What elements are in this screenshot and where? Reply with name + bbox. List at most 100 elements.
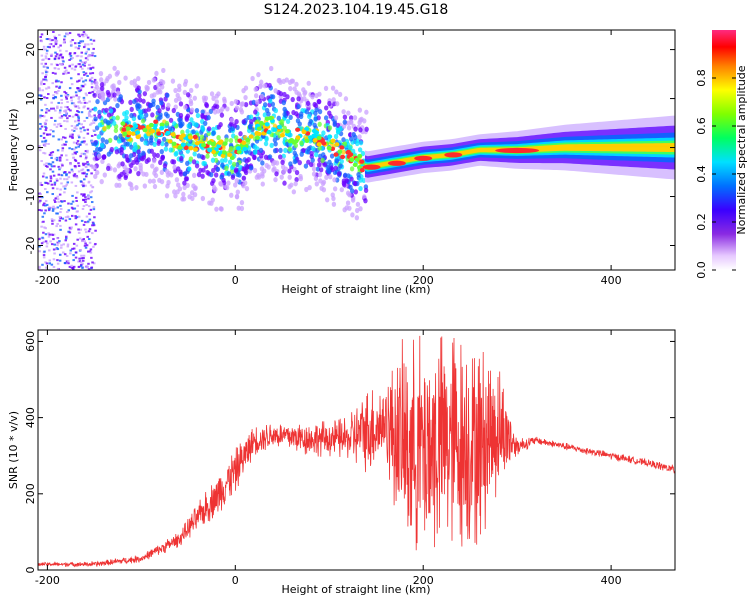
spectrogram-cell bbox=[81, 259, 85, 262]
spectrogram-cell bbox=[41, 196, 44, 199]
spectrogram-cell bbox=[63, 187, 67, 190]
spectrogram-cell bbox=[90, 80, 94, 83]
spectrogram-cell bbox=[183, 104, 188, 110]
spectrogram-cell bbox=[43, 140, 47, 143]
spectrogram-cell bbox=[153, 167, 158, 173]
spectrogram-cell bbox=[39, 98, 43, 101]
spectrogram-cell bbox=[78, 260, 82, 263]
spectrogram-cell bbox=[42, 82, 46, 85]
spectrogram-cell bbox=[52, 233, 56, 236]
spectrogram-cell bbox=[320, 157, 325, 164]
spectrogram-cell bbox=[120, 121, 126, 126]
spectrogram-cell bbox=[45, 87, 48, 90]
snr-ytick-label: 400 bbox=[24, 407, 37, 428]
spectrogram-cell bbox=[49, 177, 53, 180]
spectrogram-cell bbox=[292, 166, 297, 172]
spectrogram-cell bbox=[296, 103, 301, 110]
spectrogram-cell bbox=[38, 145, 41, 148]
spectrogram-cell bbox=[230, 126, 235, 132]
spectrogram-cell bbox=[114, 149, 120, 155]
spectrogram-cell bbox=[39, 181, 42, 184]
spectrogram-cell bbox=[51, 219, 54, 222]
spectrogram-cell bbox=[82, 80, 85, 83]
spectrogram-cell bbox=[90, 201, 94, 204]
spectrogram-cell bbox=[75, 150, 79, 153]
spectrogram-cell bbox=[48, 38, 52, 41]
spectrogram-cell bbox=[93, 116, 98, 122]
spectrogram-cell bbox=[77, 136, 81, 139]
spectrogram-cell bbox=[173, 97, 179, 103]
spectrogram-cell bbox=[307, 113, 312, 120]
spectrogram-cell bbox=[44, 62, 48, 65]
spectrogram-cell bbox=[61, 217, 65, 220]
spectrogram-cell bbox=[64, 92, 68, 95]
spectrogram-cell bbox=[182, 89, 188, 95]
spectrogram-cell bbox=[360, 150, 366, 157]
spectrogram-cell bbox=[90, 266, 94, 269]
spectrogram-cell bbox=[78, 63, 81, 66]
spectrogram-cell bbox=[69, 252, 72, 255]
spectrogram-cell bbox=[155, 152, 160, 159]
spectrogram-cell bbox=[194, 163, 200, 169]
spectrogram-cell bbox=[67, 202, 70, 205]
spectrogram-cell bbox=[342, 114, 348, 120]
spectrogram-cell bbox=[207, 147, 213, 153]
spectrogram-cell bbox=[43, 96, 46, 99]
spectrogram-cell bbox=[358, 185, 363, 192]
spectrogram-cell bbox=[298, 173, 303, 180]
spectrogram-cell bbox=[143, 112, 149, 118]
spectrogram-cell bbox=[93, 114, 96, 117]
spectrogram-cell bbox=[182, 81, 188, 87]
spectrogram-cell bbox=[82, 99, 86, 102]
colorbar: 0.0 0.2 0.4 0.6 0.8 Normalized spectral ampl… bbox=[695, 30, 748, 279]
spectrogram-cell bbox=[149, 148, 154, 154]
spectrogram-cell bbox=[233, 99, 239, 105]
spectrogram-cell bbox=[53, 200, 57, 203]
spectrogram-cell bbox=[191, 120, 196, 127]
spectrogram-cell bbox=[47, 58, 51, 61]
spectrogram-cell bbox=[56, 222, 59, 225]
spectrogram-cell bbox=[60, 98, 63, 101]
spectrogram-cell bbox=[59, 211, 62, 214]
spectrogram-cell bbox=[78, 100, 81, 103]
snr-ytick-label: 200 bbox=[24, 483, 37, 504]
spectrogram-cell bbox=[235, 162, 240, 168]
spectrogram-cell bbox=[256, 126, 262, 131]
spectrogram-cell bbox=[228, 121, 234, 127]
spectrogram-cell bbox=[149, 135, 154, 141]
spectrogram-hotspot bbox=[414, 155, 433, 161]
spectrogram-cell bbox=[81, 63, 85, 66]
spectrogram-cell bbox=[45, 79, 49, 82]
snr-xtick-label: 200 bbox=[413, 574, 434, 587]
spectrogram-cell bbox=[71, 247, 74, 250]
spectrogram-cell bbox=[185, 182, 190, 188]
spectrogram-cell bbox=[67, 209, 71, 212]
spectrogram-cell bbox=[238, 131, 243, 137]
spectrogram-cell bbox=[76, 124, 79, 127]
spectrogram-cell bbox=[191, 159, 197, 165]
spectrogram-cell bbox=[194, 83, 199, 89]
spectrogram-cell bbox=[88, 100, 91, 103]
spectrogram-cell bbox=[53, 119, 57, 122]
spectrogram-cell bbox=[79, 130, 83, 133]
spectrogram-cell bbox=[263, 141, 269, 147]
spectrogram-cell bbox=[120, 161, 125, 167]
spectrogram-cell bbox=[193, 147, 199, 152]
spectrogram-cell bbox=[56, 149, 60, 152]
spectrogram-cell bbox=[69, 77, 73, 80]
spectrogram-cell bbox=[90, 172, 93, 175]
spectrogram-xtick-label: 0 bbox=[232, 274, 239, 287]
spectrogram-cell bbox=[106, 92, 111, 98]
spectrogram-cell bbox=[52, 135, 55, 138]
spectrogram-cell bbox=[84, 43, 87, 46]
snr-ytick-label: 0 bbox=[24, 567, 37, 574]
spectrogram-cell bbox=[82, 126, 85, 129]
spectrogram-cell bbox=[296, 96, 301, 102]
spectrogram-cell bbox=[68, 58, 71, 61]
spectrogram-cell bbox=[276, 115, 282, 121]
spectrogram-cell bbox=[48, 233, 51, 236]
spectrogram-cell bbox=[74, 165, 77, 168]
spectrogram-cell bbox=[66, 100, 69, 103]
spectrogram-cell bbox=[242, 180, 248, 186]
spectrogram-cell bbox=[64, 143, 67, 146]
